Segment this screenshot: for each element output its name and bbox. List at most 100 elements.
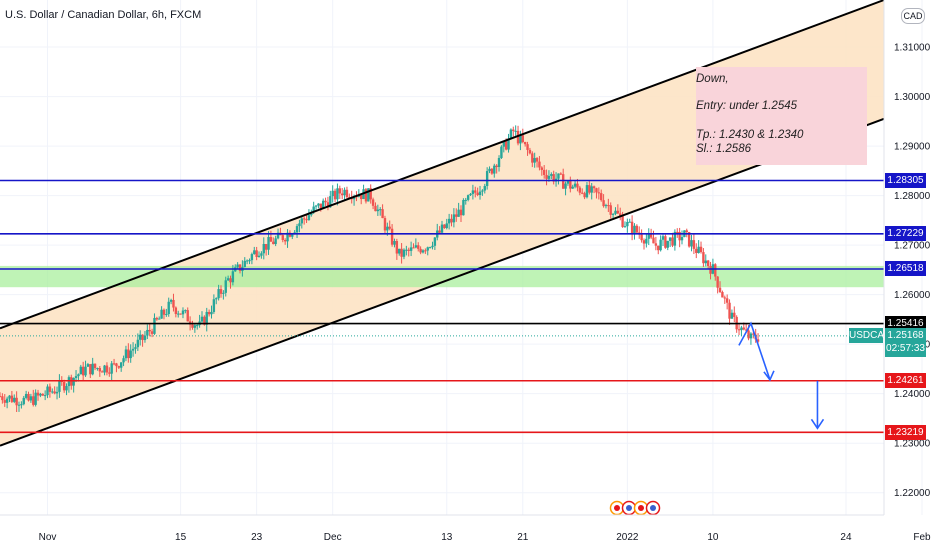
candle-body [148, 329, 151, 332]
candle-body [146, 329, 149, 336]
candle-body [512, 129, 515, 132]
candle-body [153, 317, 156, 334]
candle-body [597, 192, 601, 194]
candle-body [321, 200, 325, 209]
candle-body [236, 264, 239, 268]
candle-body [535, 158, 539, 162]
candle-body [476, 192, 479, 196]
candle-body [364, 189, 368, 202]
candle-body [421, 250, 425, 253]
candle-body [91, 363, 94, 375]
x-tick-label: 24 [840, 532, 852, 543]
candle-body [231, 271, 235, 283]
candle-body [245, 260, 249, 262]
candle-body [177, 313, 180, 315]
candle-body [291, 233, 294, 237]
candle-body [474, 190, 477, 193]
y-tick-label: 1.22000 [894, 488, 931, 499]
candle-body [704, 260, 707, 264]
candle-body [692, 240, 696, 249]
candle-body [742, 327, 745, 330]
candle-body [388, 226, 391, 229]
candle-body [39, 393, 42, 396]
candle-body [105, 365, 109, 373]
trade-note[interactable]: Down, Entry: under 1.2545 Tp.: 1.2430 & … [696, 67, 867, 165]
candle-body [478, 191, 482, 196]
candle-body [552, 174, 555, 182]
candle-body [571, 186, 574, 189]
candle-body [640, 234, 643, 241]
candle-body [628, 221, 631, 223]
candle-body [526, 144, 529, 150]
candle-body [250, 254, 254, 261]
candle-body [540, 167, 544, 170]
candle-body [464, 199, 467, 201]
candle-body [169, 299, 173, 302]
current-price-badge: 1.25168 02:57:33 [885, 327, 926, 357]
candle-body [143, 335, 147, 341]
candle-body [36, 392, 40, 396]
level-price-label: 1.27229 [885, 226, 926, 242]
bar-countdown: 02:57:33 [886, 342, 925, 354]
candle-body [500, 146, 503, 158]
candle-body [41, 393, 44, 396]
candle-body [671, 237, 674, 246]
candle-body [338, 188, 342, 194]
candle-body [376, 209, 380, 212]
candle-body [633, 225, 636, 235]
candle-body [398, 248, 401, 254]
candle-body [488, 168, 491, 172]
candle-body [257, 255, 261, 258]
candle-body [502, 141, 505, 147]
candle-body [600, 193, 603, 201]
candle-body [131, 348, 135, 351]
candle-body [590, 186, 593, 193]
candle-body [310, 212, 313, 216]
candle-body [680, 237, 684, 241]
candle-body [386, 226, 389, 231]
candle-body [450, 218, 453, 223]
candle-body [117, 366, 121, 368]
level-price-label: 1.26518 [885, 261, 926, 277]
candle-body [666, 240, 669, 248]
candle-body [229, 278, 232, 283]
candle-body [630, 221, 634, 235]
candle-body [609, 205, 612, 215]
candle-body [452, 214, 456, 223]
y-tick-label: 1.30000 [894, 92, 931, 103]
candle-body [51, 391, 54, 393]
candle-body [74, 376, 78, 378]
candle-body [728, 302, 731, 319]
candle-body [588, 185, 591, 193]
candle-body [723, 297, 726, 299]
candle-body [657, 245, 660, 251]
candle-body [592, 186, 596, 189]
candle-body [471, 190, 475, 194]
candle-body [559, 173, 563, 175]
candle-body [255, 250, 258, 258]
candle-body [155, 317, 159, 320]
candle-body [737, 329, 741, 331]
drawing-lines [0, 0, 885, 516]
candle-body [207, 311, 211, 315]
candle-body [298, 223, 301, 227]
currency-button[interactable]: CAD [901, 8, 925, 24]
candle-body [459, 209, 463, 216]
candle-body [381, 209, 384, 219]
candle-body [455, 214, 458, 217]
candle-body [283, 239, 287, 242]
candle-body [84, 366, 87, 376]
candle-body [733, 312, 736, 317]
candle-body [623, 226, 627, 228]
candle-body [53, 391, 56, 394]
candle-body [17, 404, 21, 406]
y-tick-label: 1.29000 [894, 142, 931, 153]
candle-body [184, 310, 187, 312]
candle-body [407, 249, 410, 251]
candle-body [136, 339, 140, 348]
candle-body [709, 265, 712, 274]
level-price-label: 1.28305 [885, 172, 926, 188]
candle-body [690, 240, 693, 247]
